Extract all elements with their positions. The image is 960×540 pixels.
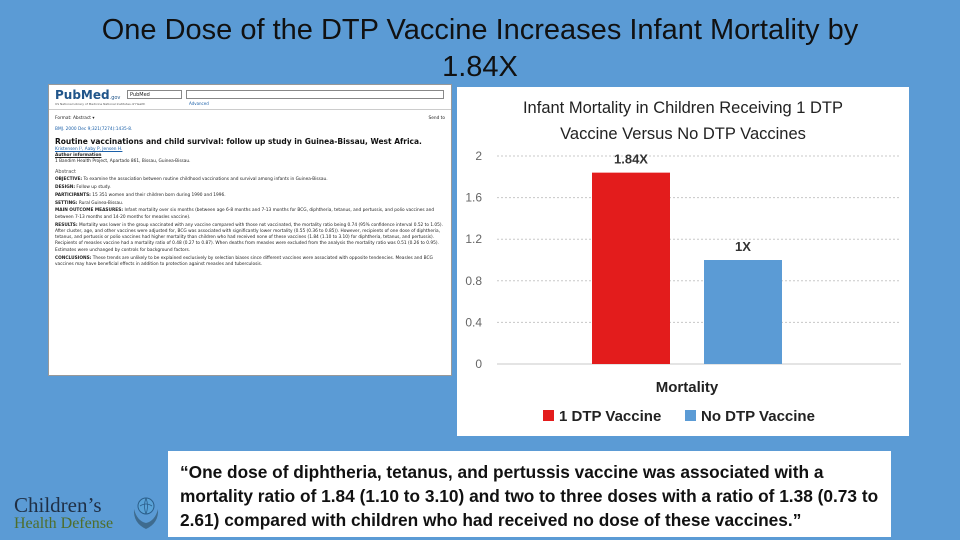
hands-globe-icon: [133, 497, 159, 529]
send-to-button[interactable]: Send to: [428, 116, 445, 121]
pubmed-header: PubMed.gov US National Library of Medici…: [49, 85, 451, 110]
x-axis-label: Mortality: [656, 379, 719, 396]
abstract-conclusions: CONCLUSIONS: These trends are unlikely t…: [55, 255, 433, 267]
legend: 1 DTP Vaccine No DTP Vaccine: [543, 408, 815, 425]
chart-title-line-1: Infant Mortality in Children Receiving 1…: [523, 99, 843, 117]
bar-data-label: 1.84X: [614, 152, 648, 167]
logo-line-2: Health Defense: [14, 515, 114, 532]
logo-line-1: Children’s: [14, 493, 102, 517]
pubmed-subtitle: US National Library of Medicine National…: [55, 102, 146, 106]
pubmed-screenshot: PubMed.gov US National Library of Medici…: [48, 84, 452, 376]
legend-label-no-dtp: No DTP Vaccine: [701, 408, 815, 425]
abstract-results: RESULTS: Mortality was lower in the grou…: [55, 222, 443, 253]
abstract-setting: SETTING: Rural Guinea-Bissau.: [55, 200, 124, 206]
author-info-toggle[interactable]: Author information: [55, 152, 102, 158]
citation-link[interactable]: BMJ. 2000 Dec 9;321(7274):1435-8.: [55, 127, 133, 133]
pubmed-logo[interactable]: PubMed.gov: [55, 88, 121, 102]
childrens-health-defense-logo: Children’s Health Defense: [14, 493, 164, 537]
abstract-participants: PARTICIPANTS: 15 351 women and their chi…: [55, 192, 226, 198]
format-row: Format: Abstract ▾ Send to: [55, 116, 445, 122]
bar-data-label: 1X: [735, 239, 751, 254]
bar-no-dtp-vaccine: [704, 260, 782, 364]
format-select[interactable]: Format: Abstract ▾: [55, 116, 95, 121]
chart-panel: Infant Mortality in Children Receiving 1…: [457, 87, 909, 436]
mortality-bar-chart: Infant Mortality in Children Receiving 1…: [465, 99, 901, 425]
quote-box: “One dose of diphtheria, tetanus, and pe…: [168, 451, 891, 537]
slide-title: One Dose of the DTP Vaccine Increases In…: [101, 14, 859, 83]
quote-text: “One dose of diphtheria, tetanus, and pe…: [180, 462, 879, 530]
affiliation: 1 Bandim Health Project, Apartado 861, B…: [55, 159, 191, 165]
y-tick-label: 1.6: [465, 191, 482, 205]
y-tick-label: 0.4: [465, 315, 482, 329]
author-list[interactable]: Kristensen I¹, Aaby P, Jensen H.: [55, 146, 123, 152]
y-tick-label: 1.2: [465, 232, 482, 246]
abstract-heading: Abstract: [55, 169, 76, 176]
bar-1-dtp-vaccine: [592, 172, 670, 364]
abstract-design: DESIGN: Follow up study.: [55, 185, 111, 191]
abstract-outcome-measures: MAIN OUTCOME MEASURES: Infant mortality …: [55, 208, 435, 220]
article-title: Routine vaccinations and child survival:…: [55, 136, 422, 146]
abstract-objective: OBJECTIVE: To examine the association be…: [55, 177, 328, 183]
y-tick-label: 2: [475, 149, 482, 163]
search-input[interactable]: [186, 90, 444, 99]
legend-swatch-no-dtp: [685, 410, 696, 421]
y-tick-label: 0.8: [465, 274, 482, 288]
abstract-sections: OBJECTIVE: To examine the association be…: [55, 177, 445, 268]
y-tick-label: 0: [475, 357, 482, 371]
chart-title-line-2: Vaccine Versus No DTP Vaccines: [560, 125, 806, 143]
legend-swatch-1-dtp: [543, 410, 554, 421]
legend-label-1-dtp: 1 DTP Vaccine: [559, 408, 661, 425]
database-select[interactable]: PubMed: [127, 90, 182, 99]
advanced-search-link[interactable]: Advanced: [189, 101, 209, 106]
